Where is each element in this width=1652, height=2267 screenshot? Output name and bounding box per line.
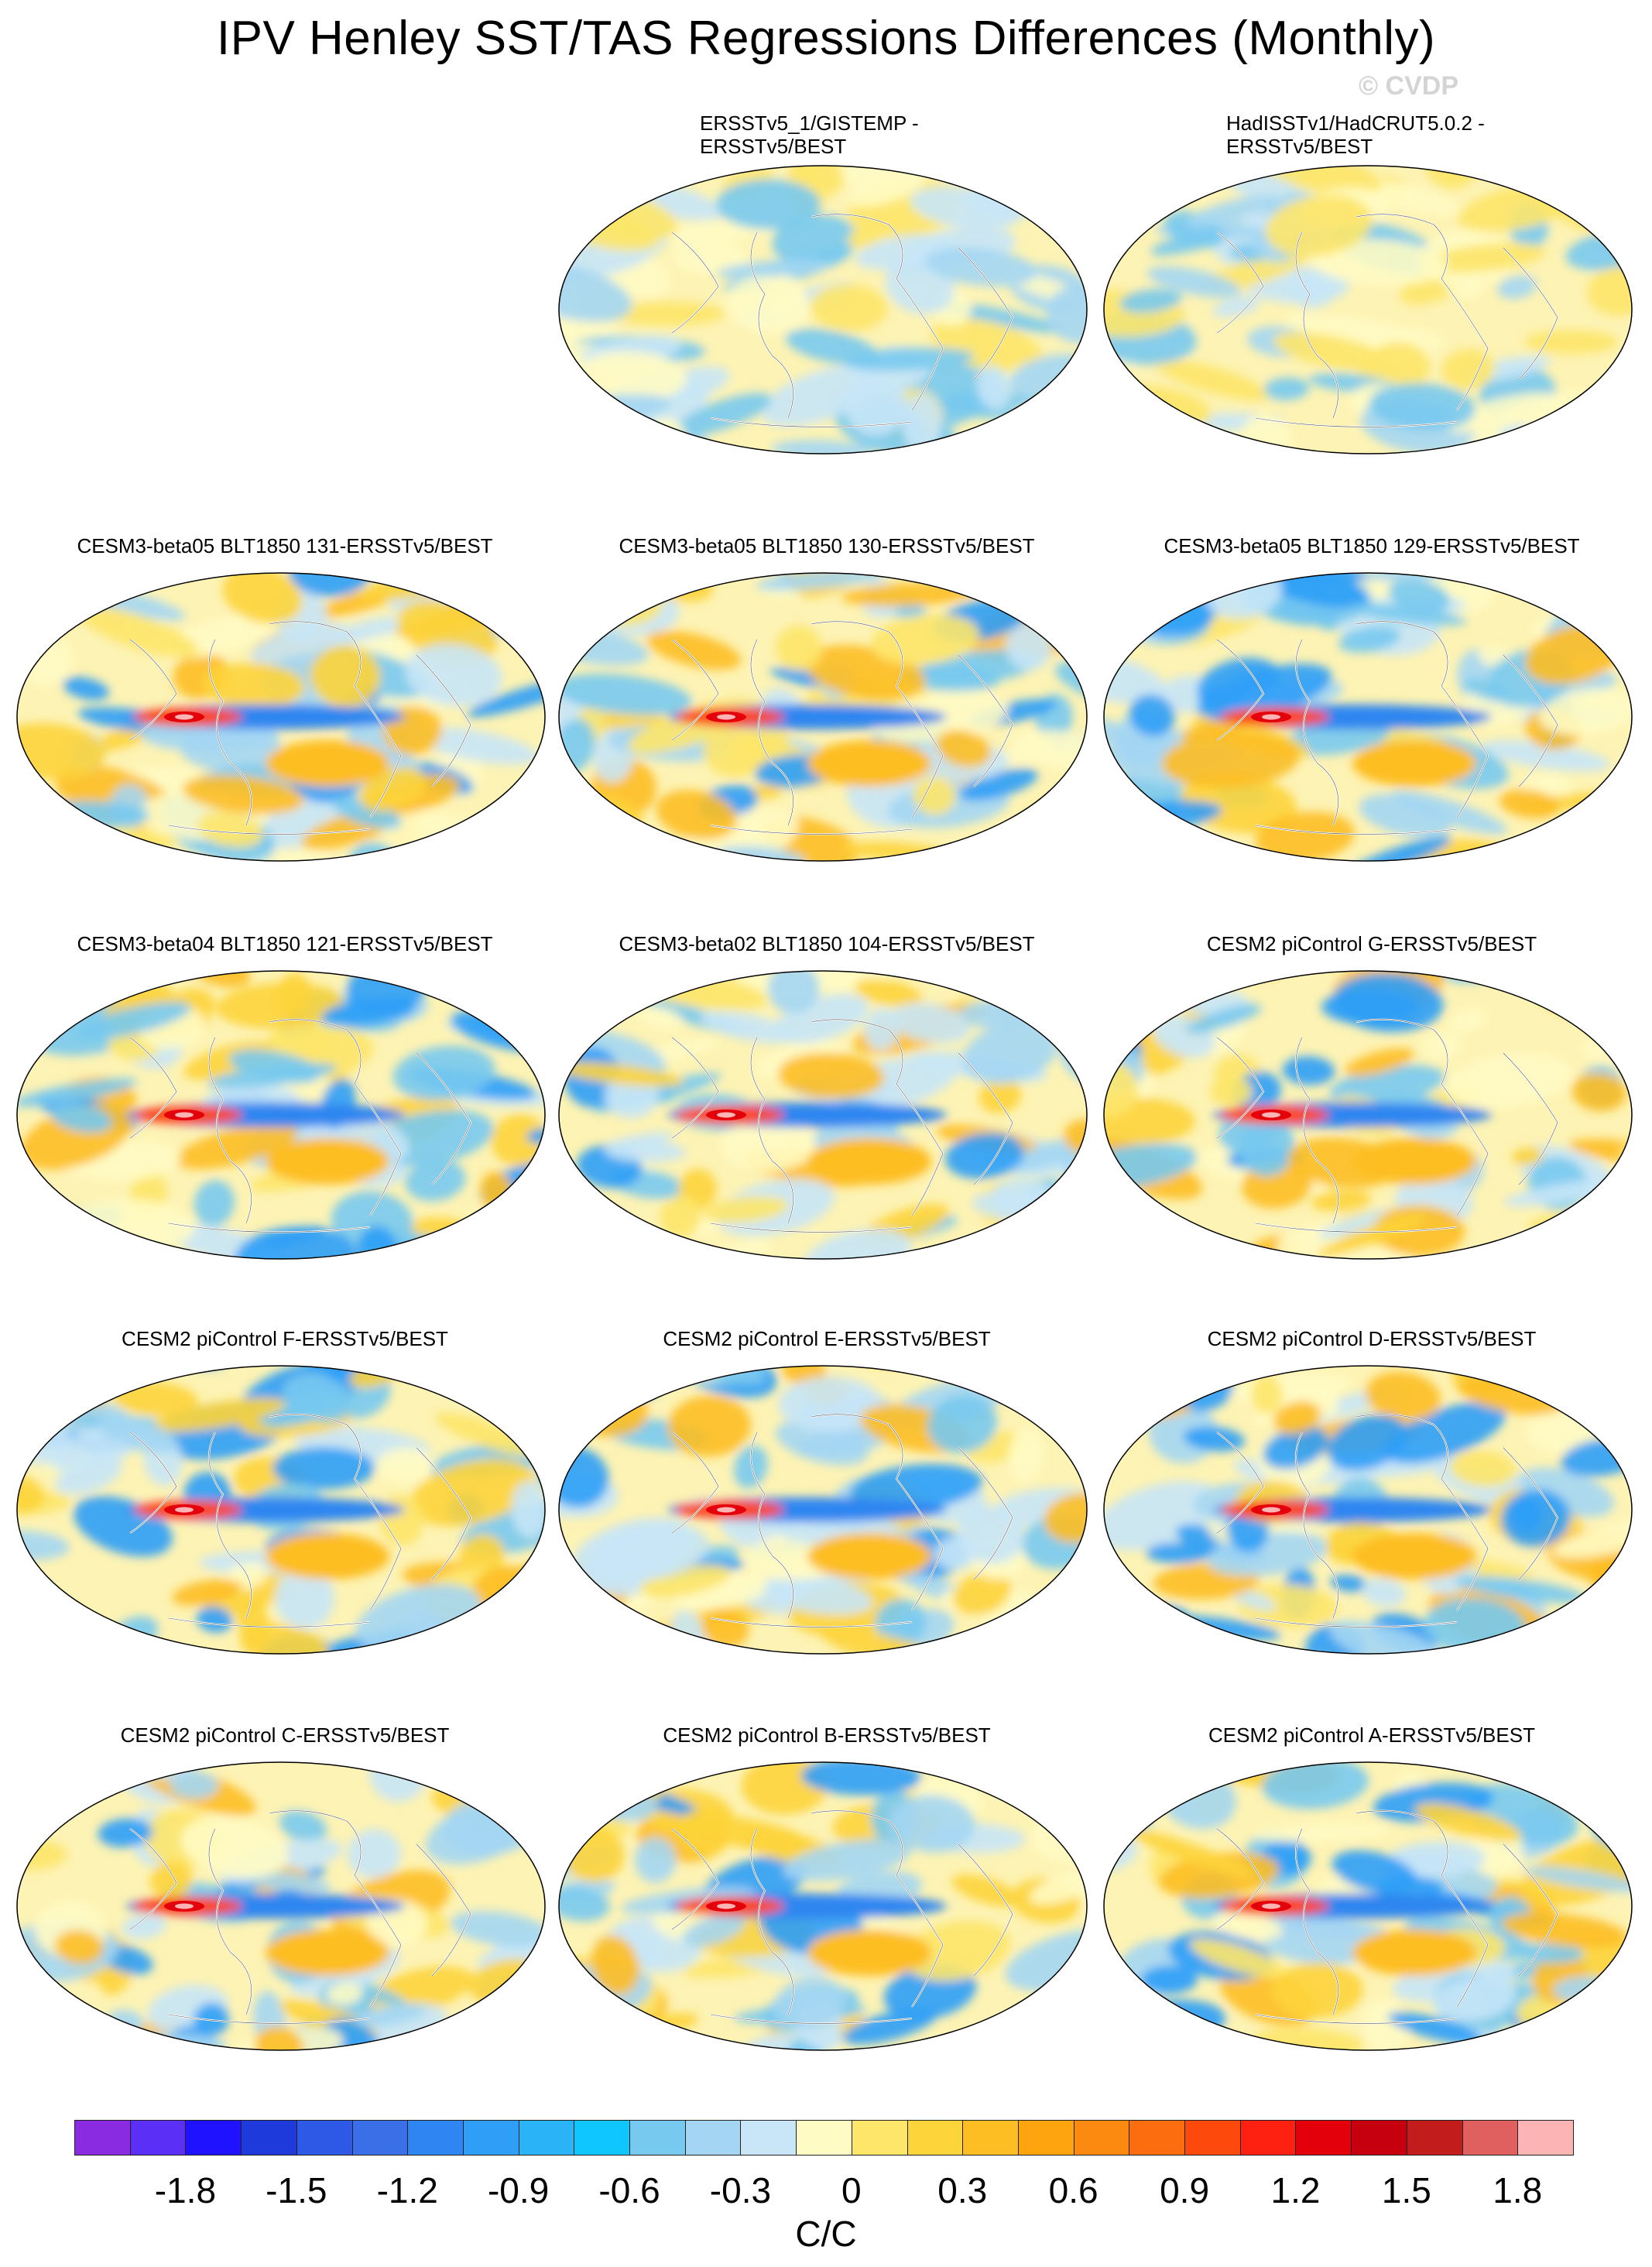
map-panel: CESM3-beta02 BLT1850 104-ERSSTv5/BEST [556, 929, 1098, 1316]
colorbar-swatch [574, 2120, 631, 2156]
colorbar-swatch [1184, 2120, 1241, 2156]
cvdp-watermark: © CVDP [1359, 71, 1458, 101]
regression-map [16, 572, 546, 862]
map-panel: CESM2 piControl E-ERSSTv5/BEST [556, 1324, 1098, 1711]
regression-map [1103, 1761, 1633, 2051]
colorbar-swatch [1073, 2120, 1130, 2156]
regression-map [558, 572, 1088, 862]
colorbar-swatch [462, 2120, 519, 2156]
panel-title: CESM3-beta02 BLT1850 104-ERSSTv5/BEST [619, 932, 1035, 955]
colorbar-swatch [1351, 2120, 1407, 2156]
regression-map [1103, 165, 1633, 454]
regression-map [16, 1365, 546, 1655]
panel-title: CESM2 piControl D-ERSSTv5/BEST [1207, 1327, 1537, 1350]
colorbar-tick-label: 0.9 [1160, 2170, 1210, 2210]
regression-map [558, 970, 1088, 1260]
colorbar-swatch [74, 2120, 131, 2156]
figure-title: IPV Henley SST/TAS Regressions Differenc… [216, 12, 1436, 65]
panel-title: CESM2 piControl B-ERSSTv5/BEST [663, 1723, 991, 1747]
colorbar-swatch [851, 2120, 908, 2156]
panel-title: CESM3-beta04 BLT1850 121-ERSSTv5/BEST [77, 932, 493, 955]
map-panel: ERSSTv5_1/GISTEMP - ERSSTv5/BEST [556, 101, 1098, 488]
map-panel: HadISSTv1/HadCRUT5.0.2 - ERSSTv5/BEST [1101, 101, 1643, 488]
colorbar-tick-label: 0.6 [1048, 2170, 1098, 2210]
regression-map [16, 970, 546, 1260]
colorbar-swatch [629, 2120, 686, 2156]
regression-map [1103, 1365, 1633, 1655]
panel-title: CESM2 piControl A-ERSSTv5/BEST [1208, 1723, 1535, 1747]
colorbar-swatch [296, 2120, 353, 2156]
colorbar-swatch [1462, 2120, 1519, 2156]
map-panel: CESM2 piControl D-ERSSTv5/BEST [1101, 1324, 1643, 1711]
map-panel: CESM3-beta05 BLT1850 130-ERSSTv5/BEST [556, 531, 1098, 918]
map-panel: CESM2 piControl A-ERSSTv5/BEST [1101, 1720, 1643, 2108]
colorbar-swatch [740, 2120, 797, 2156]
regression-map [558, 165, 1088, 454]
colorbar-tick-label: 1.8 [1493, 2170, 1543, 2210]
colorbar-tick-label: -1.8 [154, 2170, 217, 2210]
panel-title: CESM2 piControl E-ERSSTv5/BEST [663, 1327, 991, 1350]
colorbar-swatch [962, 2120, 1019, 2156]
panel-title: CESM2 piControl G-ERSSTv5/BEST [1206, 932, 1537, 955]
colorbar-tick-label: -0.6 [598, 2170, 660, 2210]
colorbar-swatch [907, 2120, 964, 2156]
panel-title: CESM3-beta05 BLT1850 129-ERSSTv5/BEST [1164, 534, 1580, 557]
colorbar-swatch [684, 2120, 742, 2156]
colorbar-swatch [351, 2120, 409, 2156]
regression-map [558, 1365, 1088, 1655]
colorbar-tick-label: -1.5 [266, 2170, 327, 2210]
colorbar-swatch [1239, 2120, 1297, 2156]
colorbar-tick-label: 0 [841, 2170, 862, 2210]
colorbar-tick-label: 1.5 [1381, 2170, 1431, 2210]
colorbar-swatch [407, 2120, 464, 2156]
colorbar-swatch [241, 2120, 297, 2156]
colorbar-swatch [129, 2120, 187, 2156]
colorbar-swatch [1517, 2120, 1574, 2156]
regression-map [16, 1761, 546, 2051]
map-panel: CESM3-beta04 BLT1850 121-ERSSTv5/BEST [14, 929, 556, 1316]
panel-title: CESM2 piControl F-ERSSTv5/BEST [122, 1327, 448, 1350]
regression-map [1103, 572, 1633, 862]
colorbar-swatch [518, 2120, 575, 2156]
map-panel: CESM2 piControl C-ERSSTv5/BEST [14, 1720, 556, 2108]
regression-map [558, 1761, 1088, 2051]
colorbar-swatch [1406, 2120, 1463, 2156]
panel-title: CESM3-beta05 BLT1850 130-ERSSTv5/BEST [619, 534, 1035, 557]
colorbar-tick-label: 1.2 [1270, 2170, 1321, 2210]
colorbar-swatch [1295, 2120, 1352, 2156]
colorbar-swatch [1017, 2120, 1074, 2156]
panel-title: HadISSTv1/HadCRUT5.0.2 - ERSSTv5/BEST [1226, 111, 1485, 158]
map-panel: CESM2 piControl B-ERSSTv5/BEST [556, 1720, 1098, 2108]
colorbar-tick-label: -1.2 [376, 2170, 438, 2210]
colorbar-swatch [1129, 2120, 1186, 2156]
colorbar-tick-label: 0.3 [937, 2170, 988, 2210]
map-panel: CESM3-beta05 BLT1850 131-ERSSTv5/BEST [14, 531, 556, 918]
colorbar-swatch [185, 2120, 242, 2156]
panel-title: CESM3-beta05 BLT1850 131-ERSSTv5/BEST [77, 534, 493, 557]
colorbar [74, 2120, 1574, 2157]
panel-title: ERSSTv5_1/GISTEMP - ERSSTv5/BEST [700, 111, 919, 158]
colorbar-tick-label: -0.3 [709, 2170, 772, 2210]
map-panel: CESM2 piControl F-ERSSTv5/BEST [14, 1324, 556, 1711]
regression-map [1103, 970, 1633, 1260]
panel-title: CESM2 piControl C-ERSSTv5/BEST [120, 1723, 450, 1747]
map-panel: CESM3-beta05 BLT1850 129-ERSSTv5/BEST [1101, 531, 1643, 918]
colorbar-swatch [796, 2120, 852, 2156]
map-panel: CESM2 piControl G-ERSSTv5/BEST [1101, 929, 1643, 1316]
colorbar-tick-label: -0.9 [487, 2170, 550, 2210]
colorbar-unit: C/C [795, 2214, 857, 2254]
